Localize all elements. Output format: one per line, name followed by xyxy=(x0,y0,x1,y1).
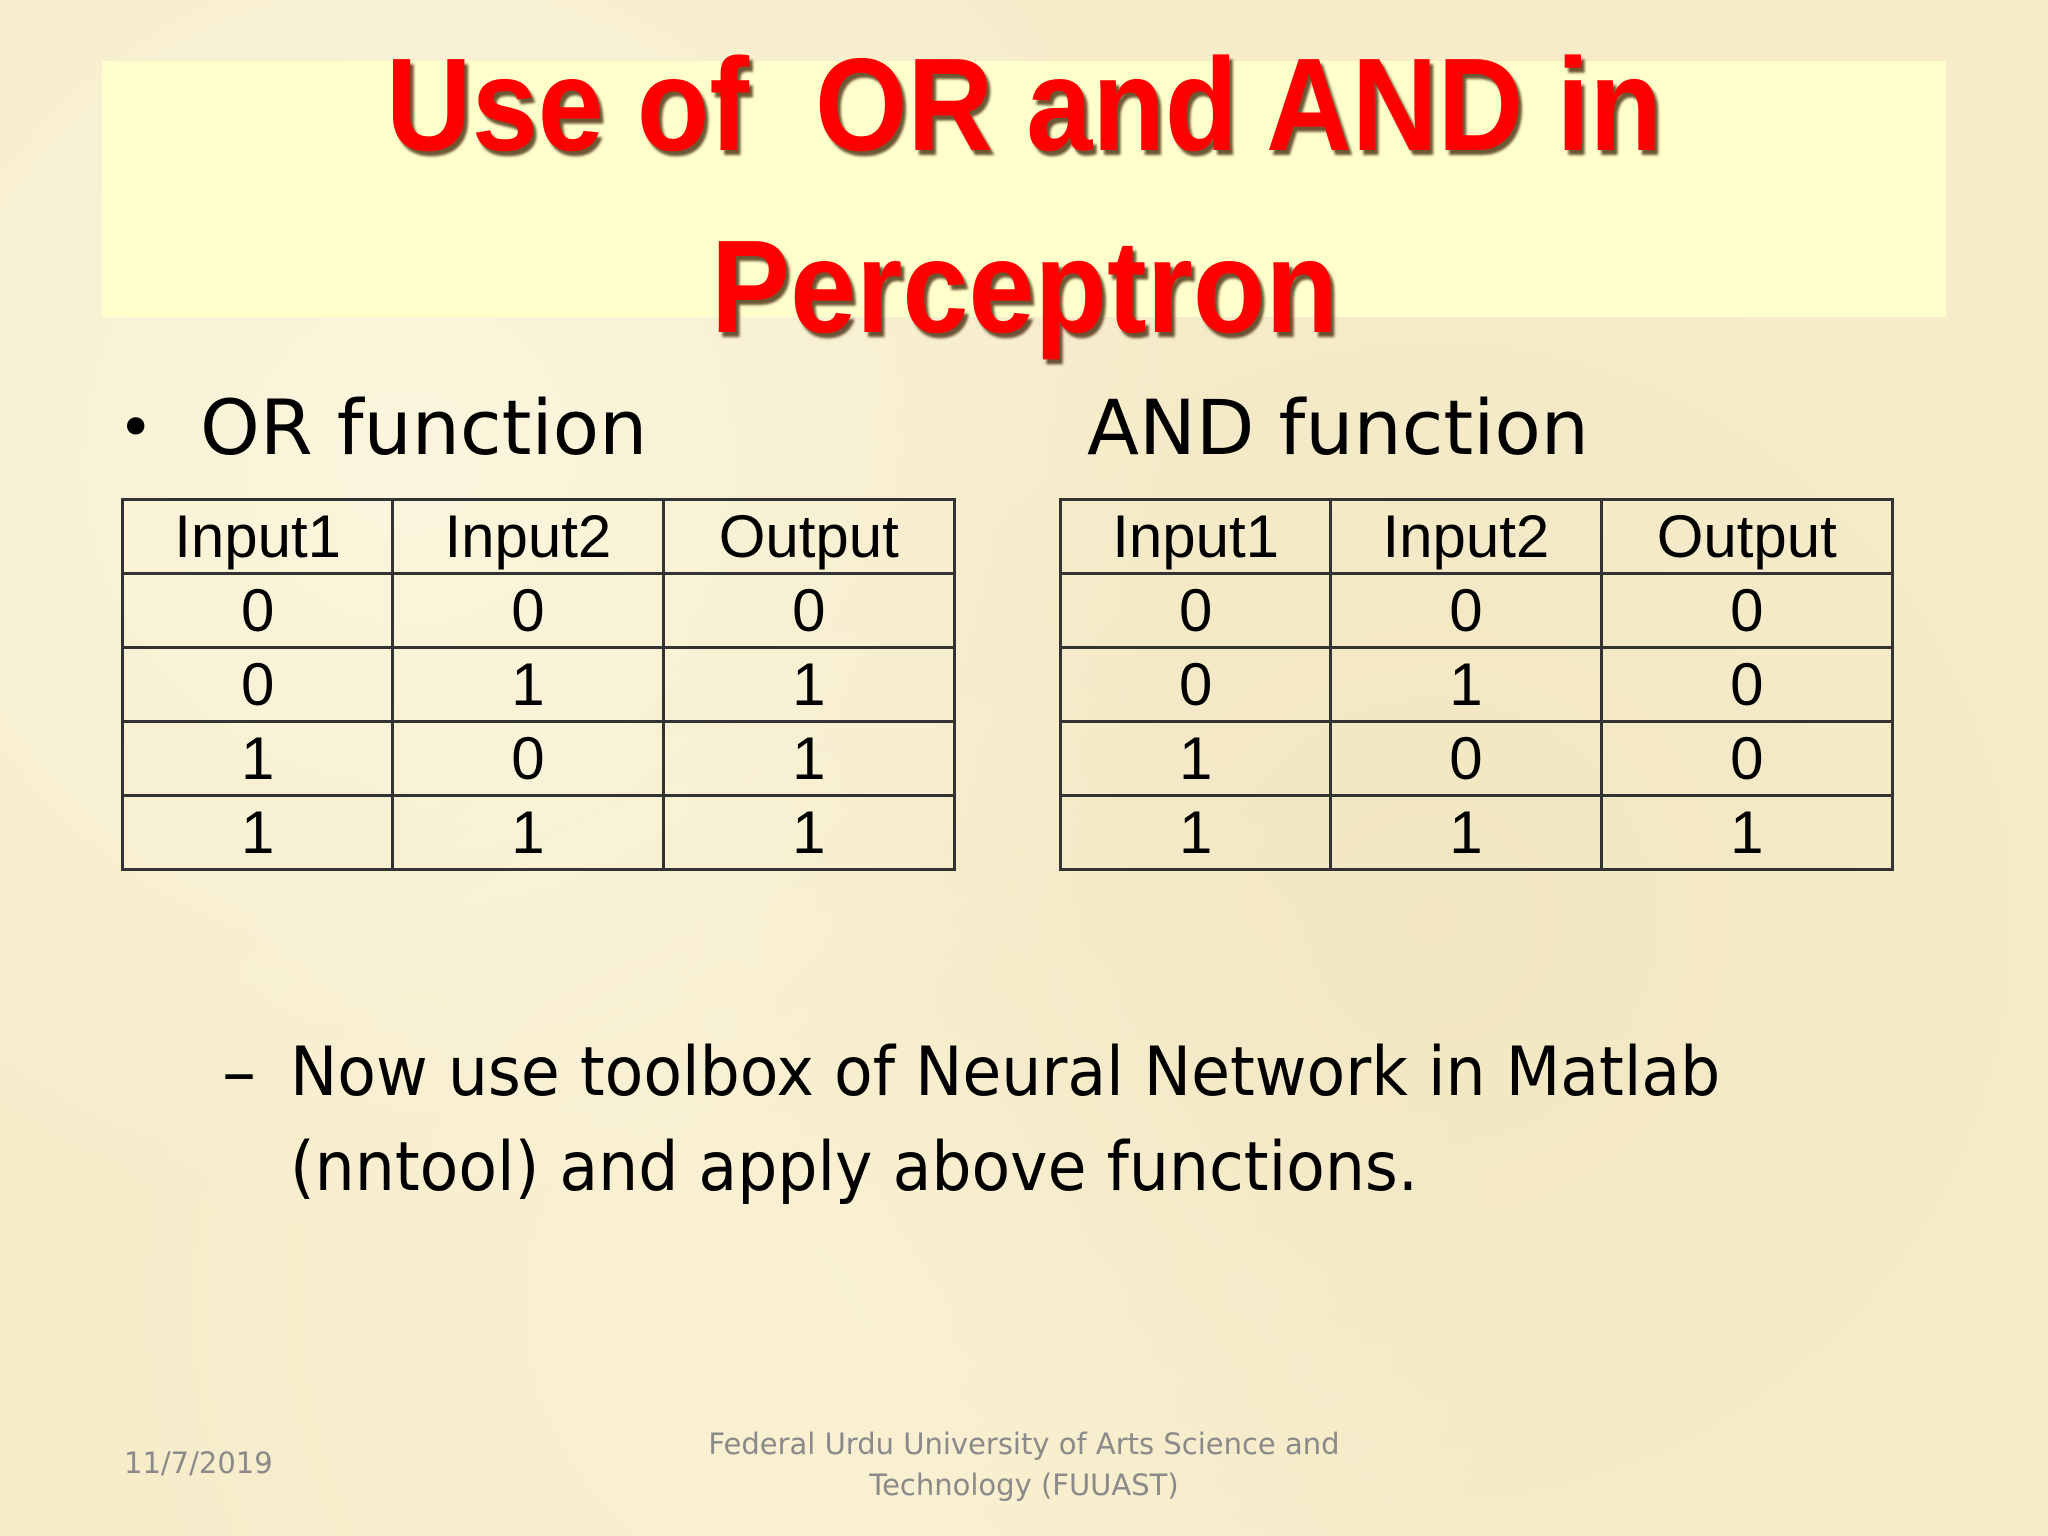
footer-line2: Technology (FUUAST) xyxy=(869,1468,1179,1502)
and-heading: AND function xyxy=(1087,383,1589,472)
header-cell: Input1 xyxy=(120,498,395,575)
cell: 0 xyxy=(120,646,395,723)
table-header-row: Input1 Input2 Output xyxy=(120,498,957,575)
cell: 1 xyxy=(1058,720,1333,797)
header-cell: Output xyxy=(661,498,957,575)
cell: 0 xyxy=(1058,572,1333,649)
cell: 0 xyxy=(120,572,395,649)
table-header-row: Input1 Input2 Output xyxy=(1058,498,1895,575)
header-cell: Input2 xyxy=(1329,498,1603,575)
footer-line1: Federal Urdu University of Arts Science … xyxy=(708,1427,1340,1461)
cell: 1 xyxy=(1058,794,1333,871)
sub-bullet-line2: (nntool) and apply above functions. xyxy=(290,1128,1418,1207)
footer-text: Federal Urdu University of Arts Science … xyxy=(624,1424,1424,1506)
cell: 1 xyxy=(120,794,395,871)
cell: 1 xyxy=(1599,794,1895,871)
slide-title-line2: Perceptron xyxy=(710,213,1338,360)
cell: 0 xyxy=(1329,720,1603,797)
footer-date: 11/7/2019 xyxy=(124,1446,273,1480)
header-cell: Input1 xyxy=(1058,498,1333,575)
dash-bullet-icon: – xyxy=(222,1033,256,1112)
sub-bullet-text: Now use toolbox of Neural Network in Mat… xyxy=(290,1025,1890,1215)
cell: 1 xyxy=(661,720,957,797)
or-heading: OR function xyxy=(200,383,648,472)
header-cell: Input2 xyxy=(391,498,665,575)
cell: 1 xyxy=(391,646,665,723)
slide-title-line1: Use of OR and AND in xyxy=(385,31,1663,178)
cell: 1 xyxy=(1329,794,1603,871)
cell: 0 xyxy=(1599,646,1895,723)
cell: 1 xyxy=(1329,646,1603,723)
cell: 1 xyxy=(661,794,957,871)
cell: 1 xyxy=(391,794,665,871)
title-background xyxy=(102,61,1946,317)
cell: 0 xyxy=(1329,572,1603,649)
sub-bullet-line1: Now use toolbox of Neural Network in Mat… xyxy=(290,1033,1721,1112)
cell: 1 xyxy=(120,720,395,797)
cell: 0 xyxy=(391,720,665,797)
cell: 1 xyxy=(661,646,957,723)
cell: 0 xyxy=(661,572,957,649)
cell: 0 xyxy=(1599,572,1895,649)
cell: 0 xyxy=(1599,720,1895,797)
cell: 0 xyxy=(391,572,665,649)
cell: 0 xyxy=(1058,646,1333,723)
bullet-icon: • xyxy=(118,393,154,463)
header-cell: Output xyxy=(1599,498,1895,575)
